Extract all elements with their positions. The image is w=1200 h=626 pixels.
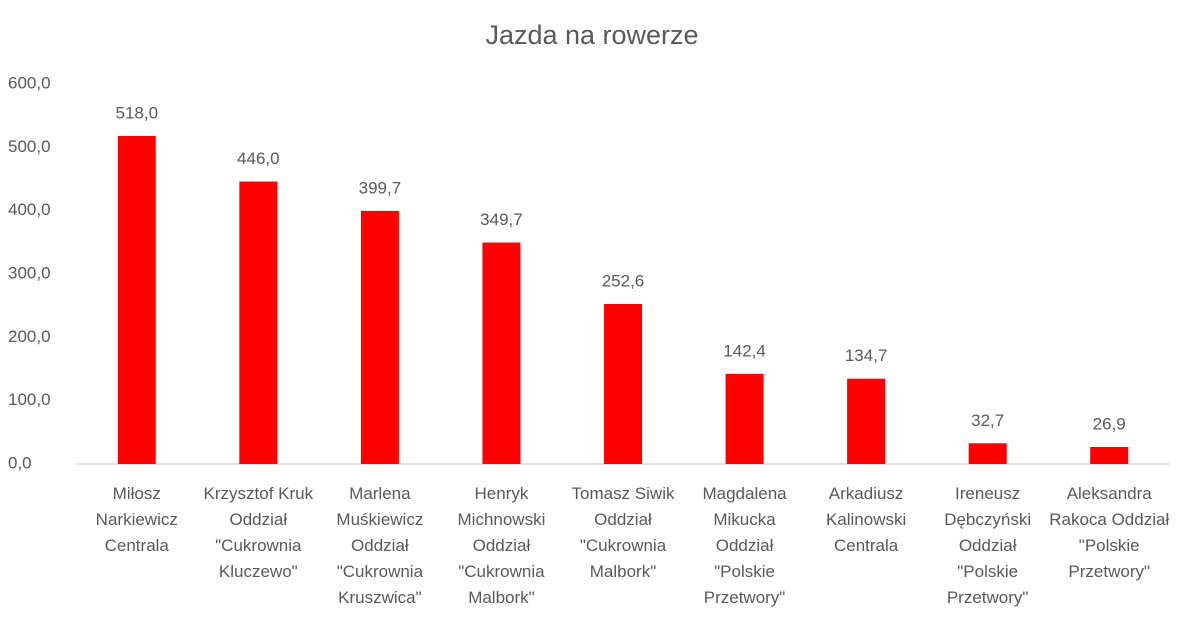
chart-title: Jazda na rowerze xyxy=(485,20,698,50)
y-tick-label: 500,0 xyxy=(8,137,51,156)
y-tick-label: 0,0 xyxy=(8,453,32,472)
bar xyxy=(604,304,642,464)
y-tick-label: 300,0 xyxy=(8,263,51,282)
x-tick-label: Tomasz Siwik Oddział "Cukrownia Malbork" xyxy=(571,484,675,581)
y-tick-label: 400,0 xyxy=(8,200,51,219)
x-tick-label: Aleksandra Rakoca Oddział "Polskie Przet… xyxy=(1049,484,1170,581)
bar xyxy=(847,378,886,464)
bar xyxy=(968,443,1007,464)
data-label: 399,7 xyxy=(359,178,402,197)
x-tick-label: Magdalena Mikucka Oddział "Polskie Przet… xyxy=(702,484,787,607)
data-label: 142,4 xyxy=(723,341,766,360)
bar xyxy=(239,181,278,465)
y-tick-label: 100,0 xyxy=(8,390,51,409)
data-label: 518,0 xyxy=(116,103,159,122)
data-label: 349,7 xyxy=(480,210,523,229)
data-label: 446,0 xyxy=(237,149,280,168)
data-label: 134,7 xyxy=(845,346,888,365)
bar xyxy=(1090,446,1129,464)
x-tick-label: Ireneusz Dębczyński Oddział "Polskie Prz… xyxy=(944,484,1032,607)
x-tick-label: Henryk Michnowski Oddział "Cukrownia Mal… xyxy=(457,484,546,607)
x-tick-label: Miłosz Narkiewicz Centrala xyxy=(95,484,178,555)
x-tick-label: Krzysztof Kruk Oddział "Cukrownia Klucze… xyxy=(203,484,314,581)
y-tick-label: 600,0 xyxy=(8,73,51,92)
data-label: 252,6 xyxy=(602,272,645,291)
data-label: 26,9 xyxy=(1093,414,1126,433)
bar xyxy=(482,242,521,464)
bar xyxy=(725,373,764,464)
x-tick-label: Arkadiusz Kalinowski Centrala xyxy=(825,484,907,555)
data-label: 32,7 xyxy=(971,411,1004,430)
bar xyxy=(117,135,156,464)
y-tick-label: 200,0 xyxy=(8,327,51,346)
x-tick-label: Marlena Muśkiewicz Oddział "Cukrownia Kr… xyxy=(336,484,424,607)
bar xyxy=(360,210,399,464)
